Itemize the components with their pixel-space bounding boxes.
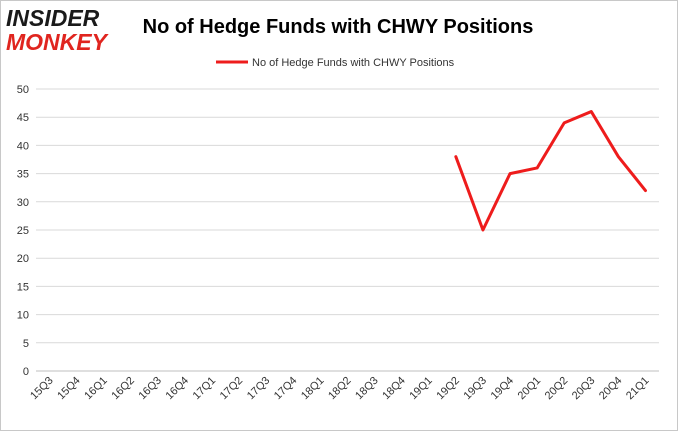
logo-line-1: INSIDER [6, 5, 100, 31]
y-tick-label: 20 [17, 253, 29, 265]
x-tick-label: 19Q1 [407, 375, 435, 403]
x-tick-label: 20Q3 [570, 375, 598, 403]
x-tick-label: 20Q1 [516, 375, 544, 403]
x-tick-label: 16Q4 [164, 375, 192, 403]
insider-monkey-logo: INSIDER MONKEY [6, 6, 128, 56]
x-tick-label: 19Q2 [434, 375, 462, 403]
x-tick-label: 17Q3 [245, 375, 273, 403]
plot-area [454, 110, 647, 232]
x-tick-label: 18Q2 [326, 375, 354, 403]
y-tick-label: 30 [17, 197, 29, 209]
x-tick-label: 15Q3 [28, 375, 56, 403]
x-tick-label: 17Q2 [218, 375, 246, 403]
y-axis: 0 5 10 15 20 25 30 35 40 45 50 [17, 84, 29, 378]
legend: No of Hedge Funds with CHWY Positions [216, 57, 455, 69]
x-tick-label: 15Q4 [55, 375, 83, 403]
y-tick-label: 35 [17, 169, 29, 181]
x-tick-label: 16Q3 [136, 375, 164, 403]
x-tick-label: 18Q1 [299, 375, 327, 403]
x-tick-label: 18Q4 [380, 375, 408, 403]
y-tick-label: 40 [17, 140, 29, 152]
y-tick-label: 50 [17, 84, 29, 96]
x-tick-label: 20Q4 [597, 375, 625, 403]
y-tick-label: 10 [17, 310, 29, 322]
x-tick-label: 16Q1 [82, 375, 110, 403]
x-axis: 15Q3 15Q4 16Q1 16Q2 16Q3 16Q4 17Q1 17Q2 17Q3 17Q4… [28, 370, 659, 403]
x-tick-label: 17Q4 [272, 375, 300, 403]
x-tick-label: 18Q3 [353, 375, 381, 403]
y-tick-label: 45 [17, 112, 29, 124]
gridlines [36, 88, 659, 372]
y-tick-label: 15 [17, 281, 29, 293]
series-line [454, 110, 647, 232]
chart-title: No of Hedge Funds with CHWY Positions [143, 16, 534, 38]
x-tick-label: 19Q4 [489, 375, 517, 403]
x-tick-label: 21Q1 [624, 375, 652, 403]
y-tick-label: 5 [23, 338, 29, 350]
logo-line-2: MONKEY [6, 29, 107, 55]
legend-label: No of Hedge Funds with CHWY Positions [252, 57, 455, 69]
x-tick-label: 19Q3 [462, 375, 490, 403]
y-tick-label: 25 [17, 225, 29, 237]
x-tick-label: 16Q2 [109, 375, 137, 403]
x-tick-label: 17Q1 [191, 375, 219, 403]
y-tick-label: 0 [23, 366, 29, 378]
x-tick-label: 20Q2 [543, 375, 571, 403]
